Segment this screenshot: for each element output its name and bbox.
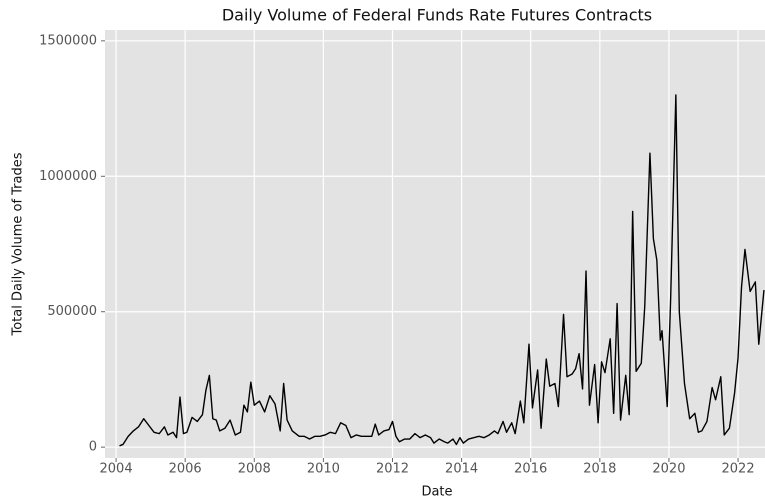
y-axis-label: Total Daily Volume of Trades — [11, 152, 26, 336]
x-tick-label: 2018 — [583, 462, 616, 477]
x-tick-label: 2008 — [238, 462, 271, 477]
x-tick-label: 2006 — [169, 462, 202, 477]
y-tick-label: 500000 — [47, 304, 97, 319]
x-tick-label: 2022 — [722, 462, 755, 477]
x-tick-label: 2010 — [307, 462, 340, 477]
y-tick-label: 0 — [89, 440, 97, 455]
x-tick-label: 2014 — [445, 462, 478, 477]
y-tick-label: 1000000 — [39, 169, 97, 184]
plot-background — [105, 30, 765, 458]
x-tick-label: 2016 — [514, 462, 547, 477]
plot-area — [119, 94, 765, 447]
x-tick-label: 2020 — [652, 462, 685, 477]
x-axis-label: Date — [421, 485, 452, 500]
data-line — [119, 94, 765, 447]
x-tick-label: 2012 — [376, 462, 409, 477]
x-tick-label: 2004 — [100, 462, 133, 477]
y-tick-label: 1500000 — [39, 33, 97, 48]
chart-title: Daily Volume of Federal Funds Rate Futur… — [222, 6, 652, 25]
